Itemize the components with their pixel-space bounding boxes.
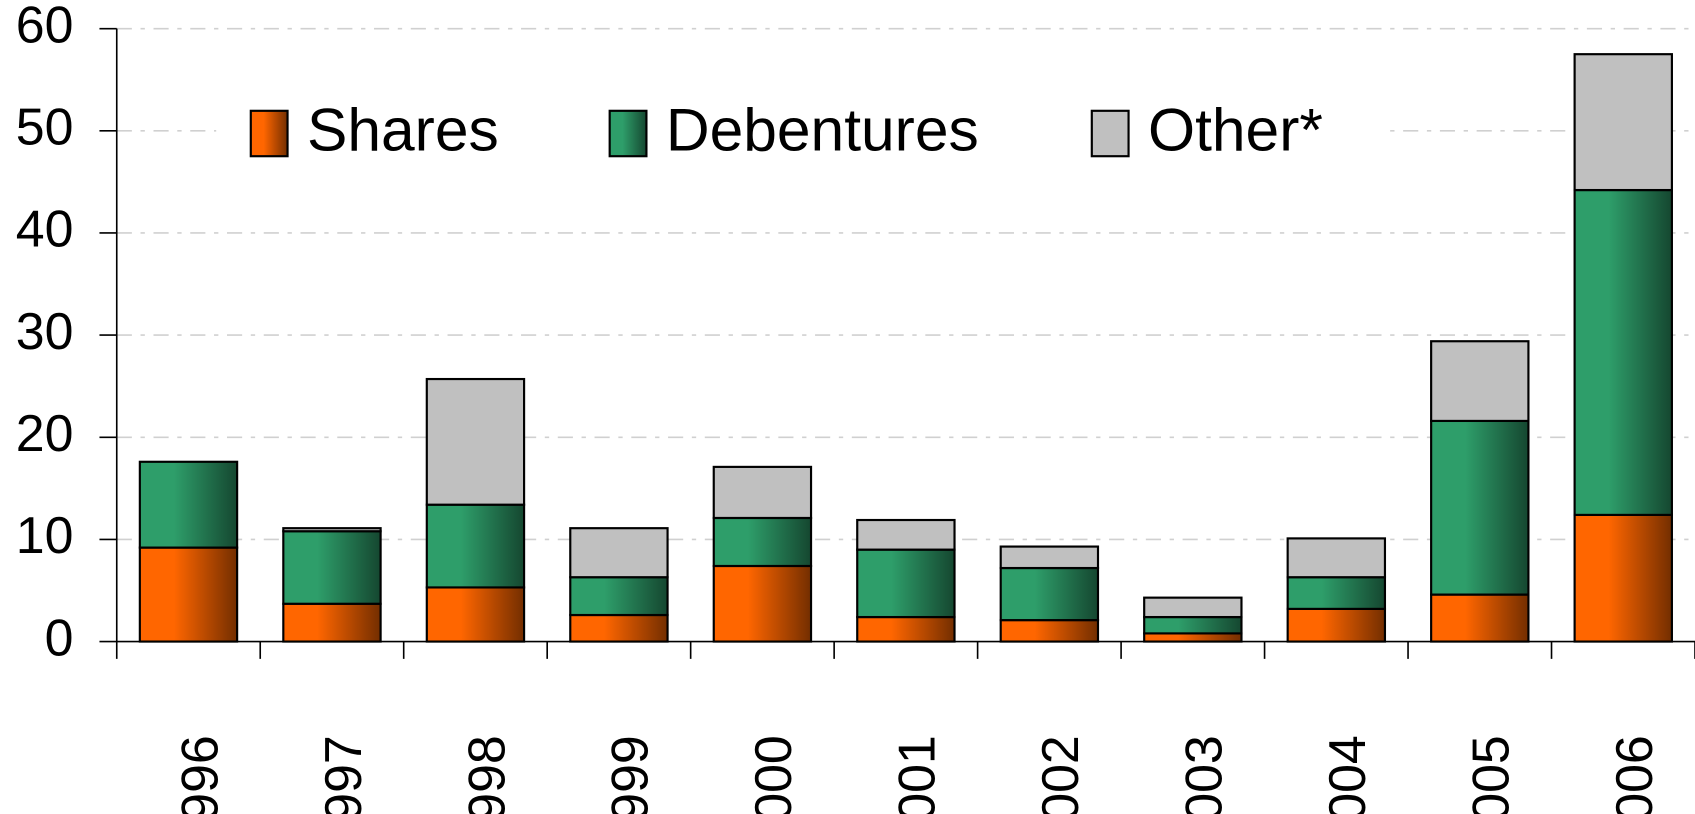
bar-segment (712, 465, 813, 520)
legend-swatch (249, 109, 289, 158)
x-tick-label: 1996 (170, 735, 228, 814)
bar-segment (1573, 188, 1673, 516)
x-tick-label: 2004 (1318, 735, 1376, 814)
bar-segment (712, 564, 813, 643)
bar-segment (856, 548, 956, 619)
bar-segment (425, 586, 526, 643)
bar-segment (1143, 615, 1243, 635)
legend-label: Debentures (666, 96, 979, 164)
x-tick-label: 2002 (1031, 735, 1089, 814)
legend-label: Shares (307, 96, 499, 164)
bar-segment (1430, 340, 1530, 423)
bar-segment (1286, 576, 1387, 610)
bar-segment (999, 619, 1100, 643)
bar-segment (999, 545, 1100, 570)
bar-segment (1286, 537, 1387, 579)
bar-segment (1143, 632, 1243, 643)
bar-segment (856, 615, 956, 643)
x-tick-label: 1998 (457, 735, 515, 814)
bar-segment (569, 576, 669, 617)
bar-segment (1286, 607, 1387, 643)
x-tick-label: 1997 (314, 735, 372, 814)
bar-segment (856, 518, 956, 551)
y-tick-label: 20 (16, 404, 74, 462)
x-tick-label: 2005 (1462, 735, 1520, 814)
bar-segment (1430, 419, 1530, 596)
bar-segment (1143, 596, 1243, 619)
bar-segment (282, 527, 382, 533)
bar-segment (425, 503, 526, 589)
legend-swatch (1090, 109, 1130, 158)
bar-segment (1430, 593, 1530, 643)
bar-segment (1573, 53, 1673, 192)
y-tick-label: 30 (16, 302, 74, 360)
bar-segment (425, 377, 526, 506)
bar-segment (712, 516, 813, 568)
bar-segment (999, 566, 1100, 622)
bar-segment (138, 546, 239, 643)
y-tick-label: 50 (16, 98, 74, 156)
bar-segment (282, 602, 382, 643)
x-tick-label: 2003 (1175, 735, 1233, 814)
x-tick-label: 2001 (888, 735, 946, 814)
x-tick-label: 2006 (1605, 735, 1663, 814)
x-tick-label: 1999 (601, 735, 659, 814)
y-tick-label: 40 (16, 200, 74, 258)
y-tick-label: 10 (16, 506, 74, 564)
bar-segment (1573, 513, 1673, 643)
legend-swatch (608, 109, 648, 158)
bar-segment (569, 527, 669, 579)
bar-segment (138, 460, 239, 549)
y-tick-label: 60 (16, 0, 74, 53)
y-tick-label: 0 (45, 608, 74, 666)
legend-label: Other* (1148, 96, 1323, 164)
bar-segment (282, 530, 382, 605)
x-tick-label: 2000 (744, 735, 802, 814)
bar-segment (569, 613, 669, 643)
legend-background (216, 84, 1384, 183)
